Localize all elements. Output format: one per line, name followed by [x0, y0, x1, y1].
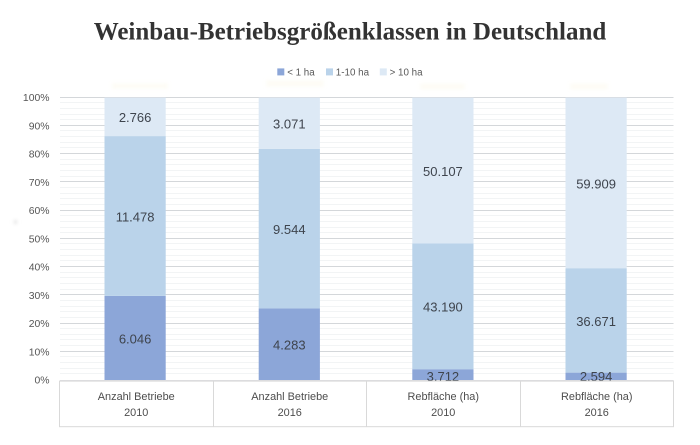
svg-text:11.478: 11.478 — [116, 209, 155, 224]
svg-text:1-10 ha: 1-10 ha — [336, 67, 370, 78]
svg-text:Anzahl Betriebe: Anzahl Betriebe — [251, 391, 328, 403]
svg-text:10%: 10% — [29, 347, 50, 358]
svg-text:100%: 100% — [23, 93, 50, 104]
svg-text:2010: 2010 — [124, 407, 148, 419]
svg-text:50.107: 50.107 — [423, 164, 463, 179]
svg-text:3.712: 3.712 — [427, 369, 460, 384]
svg-text:2016: 2016 — [585, 407, 609, 419]
svg-text:36.671: 36.671 — [576, 314, 616, 329]
svg-text:70%: 70% — [29, 178, 50, 189]
svg-text:2016: 2016 — [278, 407, 302, 419]
svg-text:2.766: 2.766 — [119, 110, 152, 125]
svg-text:0%: 0% — [34, 376, 49, 387]
svg-text:20%: 20% — [29, 319, 50, 330]
svg-text:Anzahl Betriebe: Anzahl Betriebe — [98, 391, 175, 403]
svg-text:50%: 50% — [29, 234, 50, 245]
svg-text:30%: 30% — [29, 291, 50, 302]
svg-text:Rebfläche (ha): Rebfläche (ha) — [408, 391, 479, 403]
svg-text:2.594: 2.594 — [580, 369, 613, 384]
svg-text:Rebfläche (ha): Rebfläche (ha) — [561, 391, 632, 403]
svg-text:4.283: 4.283 — [273, 338, 306, 353]
svg-text:Weinbau-Betriebsgrößenklassen: Weinbau-Betriebsgrößenklassen in Deutsch… — [94, 19, 607, 46]
svg-text:43.190: 43.190 — [423, 300, 463, 315]
svg-text:6.046: 6.046 — [119, 331, 152, 346]
svg-text:> 10 ha: > 10 ha — [390, 67, 424, 78]
svg-text:60%: 60% — [29, 206, 50, 217]
svg-text:80%: 80% — [29, 150, 50, 161]
svg-text:2010: 2010 — [431, 407, 455, 419]
svg-text:3.071: 3.071 — [273, 117, 306, 132]
svg-text:< 1 ha: < 1 ha — [287, 67, 315, 78]
svg-text:59.909: 59.909 — [576, 176, 616, 191]
svg-text:90%: 90% — [29, 121, 50, 132]
svg-text:9.544: 9.544 — [273, 222, 306, 237]
svg-text:40%: 40% — [29, 263, 50, 274]
